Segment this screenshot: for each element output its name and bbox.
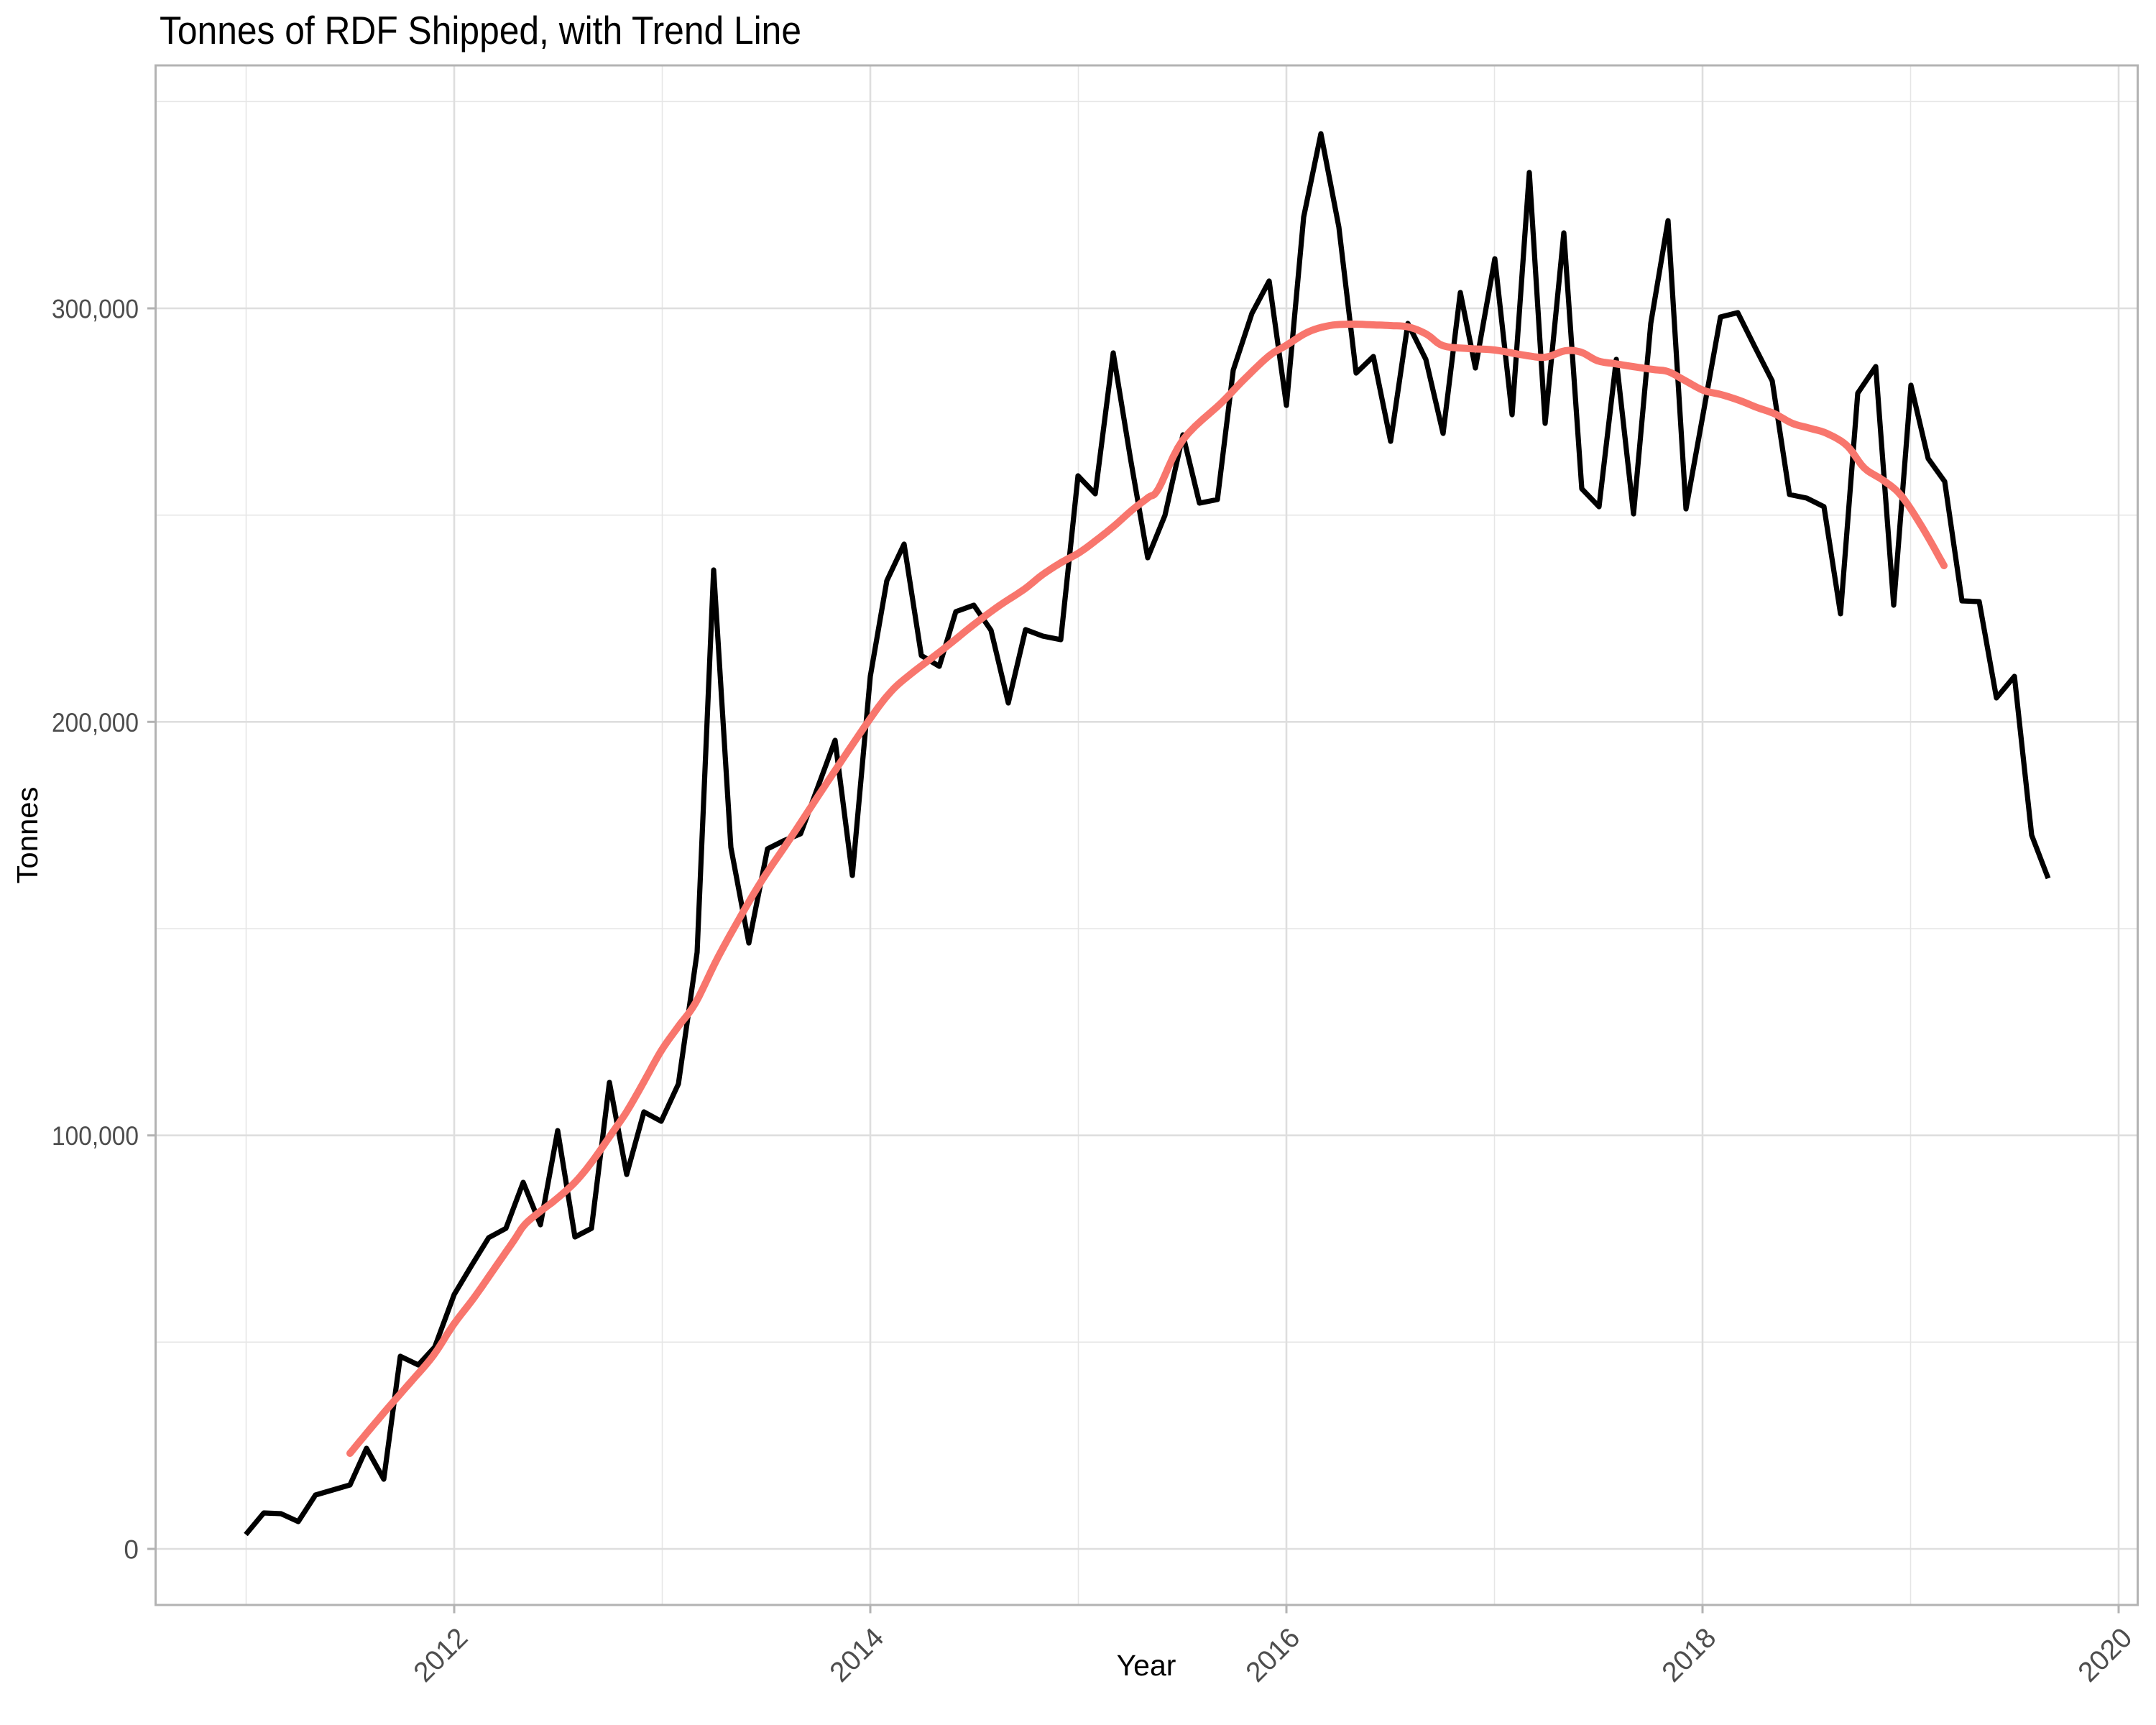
svg-text:100,000: 100,000 [52,1121,139,1151]
svg-text:Tonnes: Tonnes [11,787,44,884]
svg-text:200,000: 200,000 [52,708,139,737]
svg-text:Tonnes of RDF Shipped, with Tr: Tonnes of RDF Shipped, with Trend Line [160,8,801,52]
svg-text:0: 0 [124,1535,139,1565]
svg-text:300,000: 300,000 [52,295,139,324]
svg-text:Year: Year [1117,1649,1176,1682]
